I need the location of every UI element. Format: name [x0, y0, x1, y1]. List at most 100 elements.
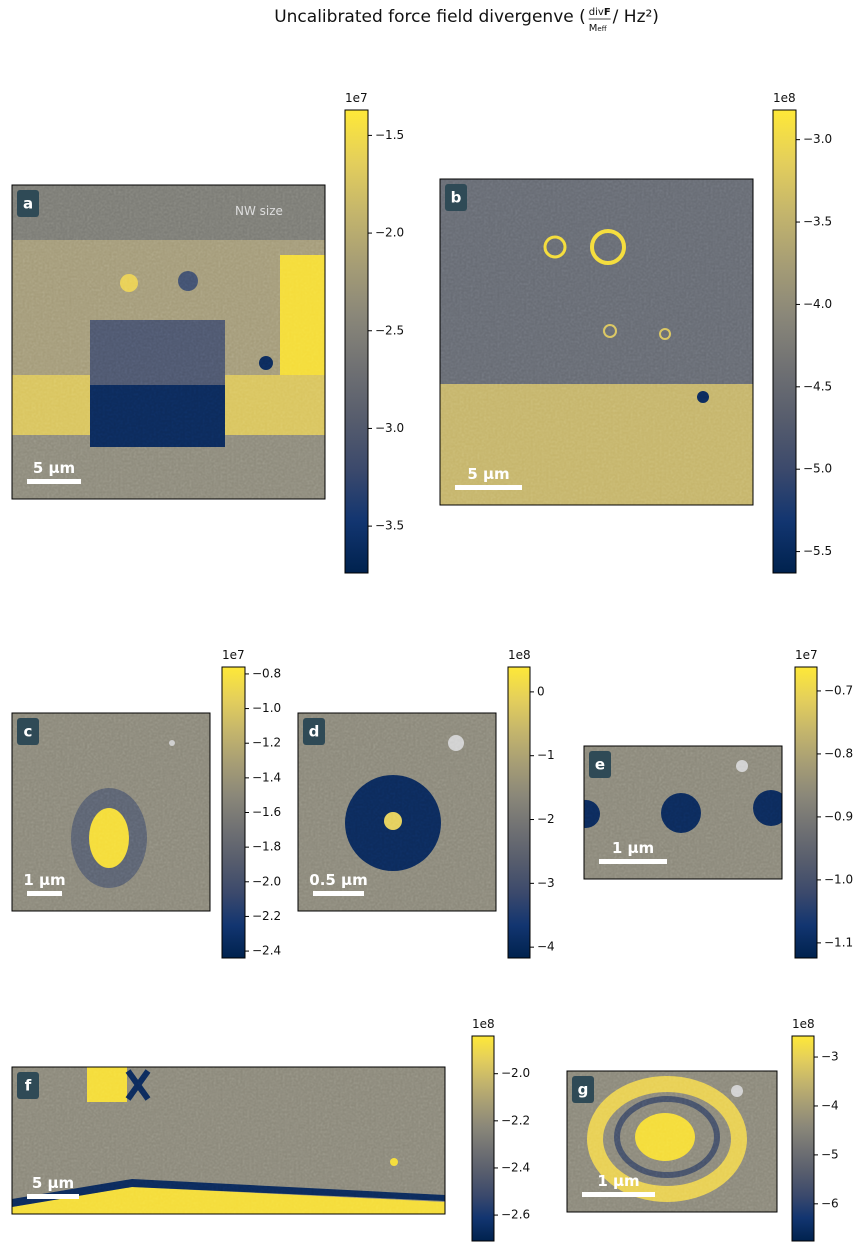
title-denominator: Meff	[589, 23, 607, 34]
image	[12, 185, 325, 499]
colorbar-offset: 1e7	[795, 648, 818, 662]
panel-label-box	[303, 718, 325, 745]
colorbar	[344, 109, 369, 574]
colorbar-tick-label: −2.2	[252, 909, 281, 923]
colorbar-tick-label: −3	[821, 1050, 839, 1064]
colorbar-tick-label: −0.9	[824, 809, 853, 823]
panel: d 0.5 µm	[297, 712, 497, 912]
image	[298, 713, 496, 911]
scale-bar-label: 1 µm	[612, 839, 654, 857]
panel-label-box	[589, 751, 611, 778]
colorbar-tick-label: −1.0	[252, 701, 281, 715]
colorbar-tick-label: −5.0	[803, 462, 832, 476]
colorbar	[794, 666, 818, 959]
colorbar-tick-label: −1.5	[375, 128, 404, 142]
panel-label: d	[309, 723, 320, 741]
colorbar-offset: 1e7	[345, 91, 368, 105]
panel-label: a	[23, 195, 33, 213]
image-frame	[11, 184, 326, 500]
panel: NW size a 5 µm	[11, 184, 326, 500]
image-noise	[12, 185, 325, 499]
scale-bar	[27, 1194, 79, 1199]
colorbar-tick-label: −2.4	[252, 944, 281, 958]
panel-label: b	[451, 189, 462, 207]
colorbar-tick-label: −4	[821, 1098, 839, 1112]
colorbar-tick-label: −2.4	[501, 1160, 530, 1174]
colorbar-tick-label: −3	[537, 876, 555, 890]
colorbar	[791, 1035, 815, 1242]
panel: c 1 µm	[11, 712, 211, 912]
image-frame	[566, 1070, 778, 1213]
annotation: NW size	[235, 204, 283, 218]
image	[12, 713, 210, 911]
colorbar	[221, 666, 246, 959]
scale-bar-label: 1 µm	[23, 871, 65, 889]
panel-label-box	[17, 1072, 39, 1099]
colorbar-tick-label: −4.5	[803, 379, 832, 393]
title-suffix: / Hz²)	[613, 7, 659, 27]
image	[584, 746, 782, 879]
colorbar	[772, 109, 797, 574]
image	[567, 1071, 777, 1212]
title-fraction: divF Meff	[588, 7, 611, 34]
colorbar-tick-label: −1	[537, 748, 555, 762]
panel-label-box	[572, 1076, 594, 1103]
image-frame	[11, 712, 211, 912]
colorbar-tick-label: −0.8	[252, 666, 281, 680]
colorbar-tick-label: −4	[537, 940, 555, 954]
title-text: Uncalibrated force field divergenve (	[274, 7, 586, 27]
scale-bar	[599, 859, 667, 864]
title-numerator-text: div	[589, 7, 604, 18]
panel: e 1 µm	[583, 745, 783, 880]
image	[12, 1067, 445, 1214]
scale-bar	[455, 485, 522, 490]
scale-bar	[27, 479, 81, 484]
scale-bar-label: 5 µm	[467, 465, 509, 483]
colorbar-tick-label: −1.0	[824, 872, 853, 886]
panel-label-box	[17, 718, 39, 745]
scale-bar	[582, 1192, 655, 1197]
colorbar-tick-label: −2.0	[375, 226, 404, 240]
colorbar-tick-label: −3.0	[803, 132, 832, 146]
colorbar-tick-label: −1.4	[252, 770, 281, 784]
image-noise	[298, 713, 496, 911]
colorbar-tick-label: −1.1	[824, 935, 853, 949]
image-frame	[439, 178, 754, 506]
colorbar-tick-label: −6	[821, 1196, 839, 1210]
image-noise	[584, 746, 782, 879]
colorbar-tick-label: −3.0	[375, 421, 404, 435]
colorbar-tick-label: −1.6	[252, 805, 281, 819]
colorbar-tick-label: −0.7	[824, 683, 853, 697]
panel: g 1 µm	[566, 1070, 778, 1213]
panel-label: e	[595, 756, 605, 774]
colorbar-tick-label: 0	[537, 684, 545, 698]
panel-label: g	[578, 1081, 589, 1099]
colorbar-offset: 1e7	[222, 648, 245, 662]
colorbar-offset: 1e8	[792, 1017, 815, 1031]
panel: f 5 µm	[11, 1066, 446, 1215]
scale-bar-label: 5 µm	[33, 459, 75, 477]
image-noise	[440, 179, 753, 505]
image-frame	[11, 1066, 446, 1215]
scale-bar-label: 1 µm	[597, 1172, 639, 1190]
panel: b 5 µm	[439, 178, 754, 506]
panel-label: f	[25, 1077, 32, 1095]
panel-label: c	[24, 723, 33, 741]
scale-bar	[27, 891, 62, 896]
colorbar-tick-label: −3.5	[375, 519, 404, 533]
colorbar-tick-label: −5.5	[803, 544, 832, 558]
title-numerator: divF	[589, 7, 611, 18]
image-noise	[12, 1067, 445, 1214]
title-denominator-sub: eff	[597, 25, 606, 33]
panel-label-box	[445, 184, 467, 211]
colorbar-tick-label: −5	[821, 1147, 839, 1161]
colorbar-tick-label: −2.6	[501, 1208, 530, 1222]
colorbar-tick-label: −0.8	[824, 746, 853, 760]
image-noise	[12, 713, 210, 911]
colorbar	[507, 666, 531, 959]
title-denominator-text: M	[589, 23, 598, 34]
colorbar-tick-label: −2.5	[375, 323, 404, 337]
panel-label-box	[17, 190, 39, 217]
colorbar-tick-label: −1.8	[252, 840, 281, 854]
